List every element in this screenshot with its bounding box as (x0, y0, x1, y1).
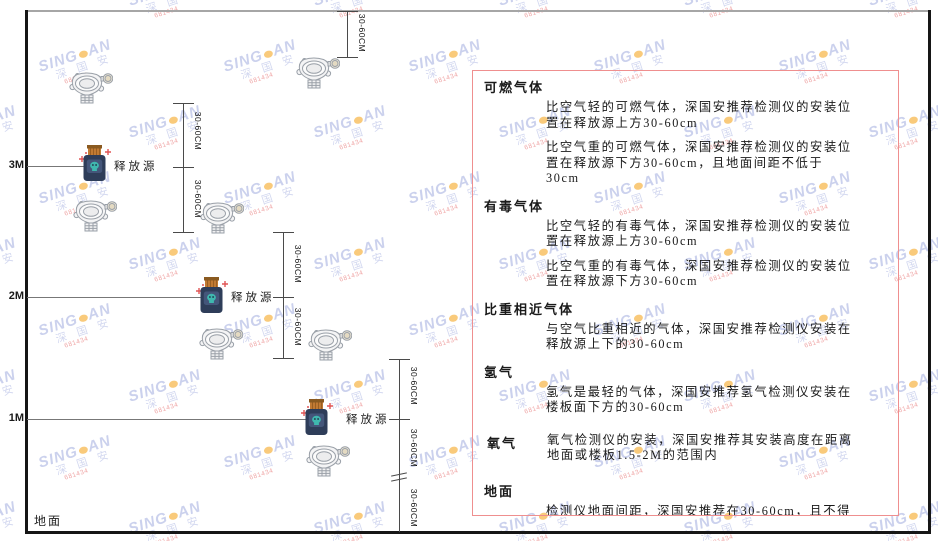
section-paragraph: 检测仪地面间距，深国安推荐在30-60cm，且不得小于30cm，因为过低容易水溅… (546, 503, 852, 516)
gas-detector-icon (68, 71, 114, 109)
info-panel: 可燃气体 比空气轻的可燃气体，深国安推荐检测仪的安装位置在释放源上方30-60cm… (472, 70, 899, 516)
dimension-label: 30-60CM (293, 307, 303, 347)
release-source-glyph (301, 399, 333, 435)
ceiling-line (25, 10, 931, 12)
gas-detector-glyph (73, 200, 118, 232)
gas-detector-glyph (296, 57, 341, 89)
section-paragraphs: 氢气是最轻的气体，深国安推荐氢气检测仪安装在楼板面下方的30-60cm (484, 385, 884, 416)
gas-detector-icon (72, 199, 118, 237)
gas-detector-icon (305, 444, 351, 482)
dimension-label: 30-60CM (409, 488, 419, 528)
release-source-label: 释放源 (114, 161, 158, 173)
ground-label: 地面 (34, 514, 63, 528)
section-heading: 氧气 (487, 435, 518, 451)
dimension-tick (173, 103, 194, 104)
panel-section: 氢气氢气是最轻的气体，深国安推荐氢气检测仪安装在楼板面下方的30-60cm (484, 362, 884, 416)
section-heading: 有毒气体 (484, 198, 545, 214)
gas-detector-glyph (200, 202, 245, 234)
dimension-tick (389, 419, 410, 420)
dimension-label: 30-60CM (357, 13, 367, 53)
dimension-tick (273, 358, 294, 359)
height-label: 1M (8, 412, 24, 424)
height-label: 2M (8, 290, 24, 302)
release-source-icon (298, 398, 336, 443)
panel-sections: 可燃气体 比空气轻的可燃气体，深国安推荐检测仪的安装位置在释放源上方30-60cm… (484, 77, 884, 516)
dimension-tick (337, 57, 358, 58)
dimension-line (283, 232, 284, 358)
section-paragraph: 比空气重的可燃气体，深国安推荐检测仪的安装位置在释放源下方30-60cm，且地面… (546, 140, 852, 185)
section-paragraph: 比空气重的有毒气体，深国安推荐检测仪的安装位置在释放源下方30-60cm (546, 258, 852, 289)
dimension-line (347, 11, 348, 57)
release-source-label: 释放源 (231, 292, 275, 304)
section-paragraphs: 与空气比重相近的气体，深国安推荐检测仪安装在释放源上下的30-60cm (484, 322, 884, 353)
height-level-line (27, 297, 201, 298)
dimension-tick (273, 297, 294, 298)
section-heading: 比重相近气体 (484, 301, 575, 317)
panel-section: 地面检测仪地面间距，深国安推荐在30-60cm，且不得小于30cm，因为过低容易… (484, 481, 884, 516)
section-paragraph: 比空气轻的有毒气体，深国安推荐检测仪的安装位置在释放源上方30-60cm (546, 218, 852, 249)
release-source-icon (76, 144, 114, 189)
height-label: 3M (8, 159, 24, 171)
left-wall-line (25, 10, 28, 533)
dimension-label: 30-60CM (409, 428, 419, 468)
release-source-icon (193, 276, 231, 321)
section-heading: 氢气 (484, 364, 515, 380)
gas-detector-icon (295, 56, 341, 94)
dimension-tick (389, 359, 410, 360)
dimension-label: 30-60CM (293, 244, 303, 284)
section-paragraphs: 比空气轻的可燃气体，深国安推荐检测仪的安装位置在释放源上方30-60cm 比空气重… (484, 100, 884, 187)
height-level-line (27, 166, 84, 167)
ground-line (25, 531, 931, 534)
gas-detector-glyph (69, 72, 114, 104)
dimension-tick (173, 232, 194, 233)
release-source-glyph (196, 277, 228, 313)
right-wall-line (928, 10, 931, 533)
dimension-tick (337, 11, 358, 12)
section-heading: 地面 (484, 483, 515, 499)
gas-detector-icon (198, 327, 244, 365)
dimension-tick (173, 167, 194, 168)
height-level-line (27, 419, 306, 420)
section-paragraph: 与空气比重相近的气体，深国安推荐检测仪安装在释放源上下的30-60cm (546, 321, 852, 352)
panel-section: 可燃气体 比空气轻的可燃气体，深国安推荐检测仪的安装位置在释放源上方30-60cm… (484, 77, 884, 187)
section-heading: 可燃气体 (484, 80, 545, 95)
panel-section: 氧气 氧气检测仪的安装，深国安推荐其安装高度在距离地面或楼板1.5-2M的范围内 (484, 425, 884, 473)
panel-section: 有毒气体 比空气轻的有毒气体，深国安推荐检测仪的安装位置在释放源上方30-60cm… (484, 196, 884, 290)
gas-detector-glyph (308, 329, 353, 361)
dimension-label: 30-60CM (409, 366, 419, 406)
release-source-label: 释放源 (346, 414, 390, 426)
gas-detector-glyph (199, 328, 244, 360)
section-paragraph: 氧气检测仪的安装，深国安推荐其安装高度在距离地面或楼板1.5-2M的范围内 (547, 432, 853, 463)
section-paragraph: 氢气是最轻的气体，深国安推荐氢气检测仪安装在楼板面下方的30-60cm (546, 384, 852, 415)
section-paragraphs: 检测仪地面间距，深国安推荐在30-60cm，且不得小于30cm，因为过低容易水溅… (484, 503, 884, 516)
dimension-line (399, 359, 400, 532)
dimension-label: 30-60CM (193, 111, 203, 151)
section-paragraphs: 氧气检测仪的安装，深国安推荐其安装高度在距离地面或楼板1.5-2M的范围内 (541, 425, 884, 473)
panel-section: 比重相近气体与空气比重相近的气体，深国安推荐检测仪安装在释放源上下的30-60c… (484, 299, 884, 353)
section-paragraphs: 比空气轻的有毒气体，深国安推荐检测仪的安装位置在释放源上方30-60cm 比空气重… (484, 219, 884, 290)
dimension-tick (273, 232, 294, 233)
section-paragraph: 比空气轻的可燃气体，深国安推荐检测仪的安装位置在释放源上方30-60cm (546, 100, 852, 130)
gas-detector-icon (307, 328, 353, 366)
gas-detector-icon (199, 201, 245, 239)
release-source-glyph (79, 145, 111, 181)
gas-detector-glyph (306, 445, 351, 477)
